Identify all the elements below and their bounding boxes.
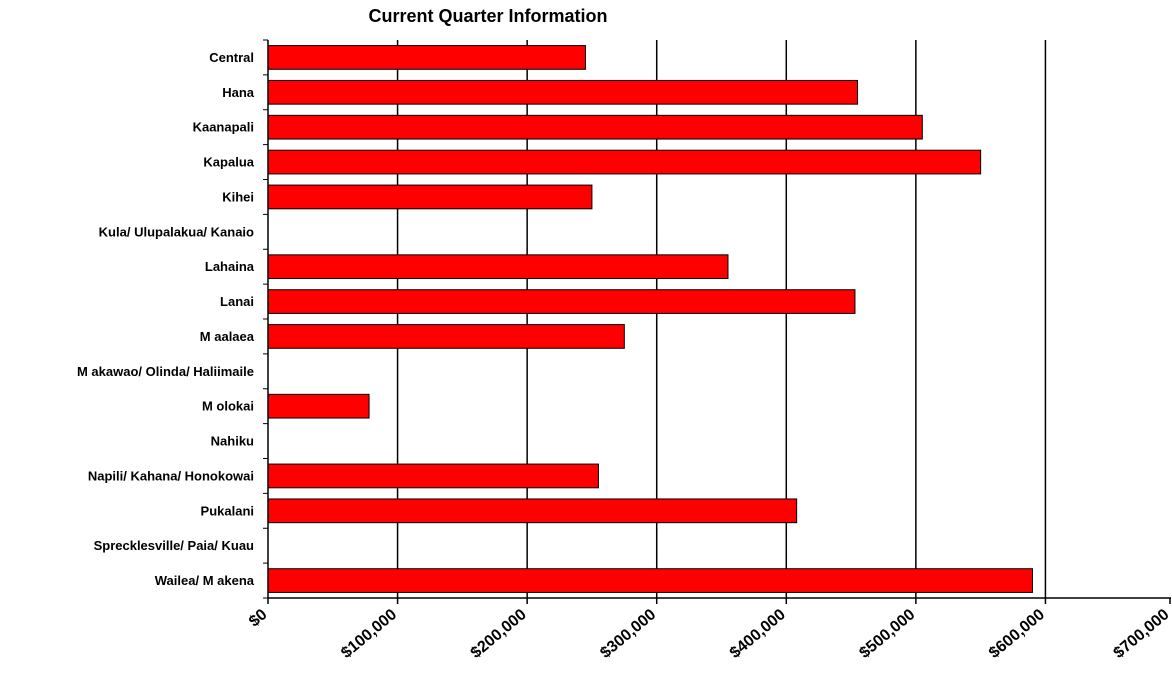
category-label-6: Lahaina	[205, 259, 255, 274]
category-label-14: Sprecklesville/ Paia/ Kuau	[94, 538, 254, 553]
bar-4	[267, 184, 593, 210]
bar-13	[267, 498, 798, 524]
bar-10	[267, 393, 370, 419]
category-label-0: Central	[209, 50, 254, 65]
bar-7	[267, 289, 856, 314]
bar-12	[267, 463, 599, 489]
bar-3	[267, 149, 982, 175]
category-label-9: M akawao/ Olinda/ Haliimaile	[77, 364, 254, 379]
category-label-10: M olokai	[202, 399, 254, 414]
bar-2	[267, 114, 923, 140]
tick-label-3: $300,000	[597, 606, 659, 662]
tick-label-6: $600,000	[986, 606, 1048, 662]
bar-8	[267, 324, 625, 349]
tick-label-5: $500,000	[856, 606, 918, 662]
bars	[267, 45, 1033, 593]
bar-6	[267, 254, 729, 280]
category-label-13: Pukalani	[201, 503, 254, 518]
bar-1	[267, 79, 859, 105]
tick-label-0: $0	[246, 606, 271, 631]
category-label-4: Kihei	[222, 189, 254, 204]
bar-0	[267, 45, 586, 70]
category-label-15: Wailea/ M akena	[155, 573, 255, 588]
tick-labels: $0 $100,000 $200,000 $300,000 $400,000 $500,0…	[246, 606, 1172, 662]
category-label-11: Nahiku	[211, 434, 254, 449]
category-label-5: Kula/ Ulupalakua/ Kanaio	[99, 224, 254, 239]
category-labels: Central Hana Kaanapali Kapalua Kihei Kula/ Ul…	[77, 50, 255, 588]
category-label-7: Lanai	[220, 294, 254, 309]
tick-label-7: $700,000	[1111, 606, 1172, 662]
tick-label-1: $100,000	[338, 606, 400, 662]
bar-15	[267, 568, 1033, 593]
category-label-1: Hana	[222, 85, 255, 100]
category-label-12: Napili/ Kahana/ Honokowai	[88, 468, 254, 483]
y-axis	[263, 39, 269, 599]
category-label-8: M aalaea	[200, 329, 255, 344]
chart-title: Current Quarter Information	[368, 6, 607, 26]
tick-label-4: $400,000	[727, 606, 789, 662]
tick-label-2: $200,000	[468, 606, 530, 662]
category-label-2: Kaanapali	[193, 120, 254, 135]
x-axis	[267, 597, 1171, 604]
category-label-3: Kapalua	[203, 155, 254, 170]
